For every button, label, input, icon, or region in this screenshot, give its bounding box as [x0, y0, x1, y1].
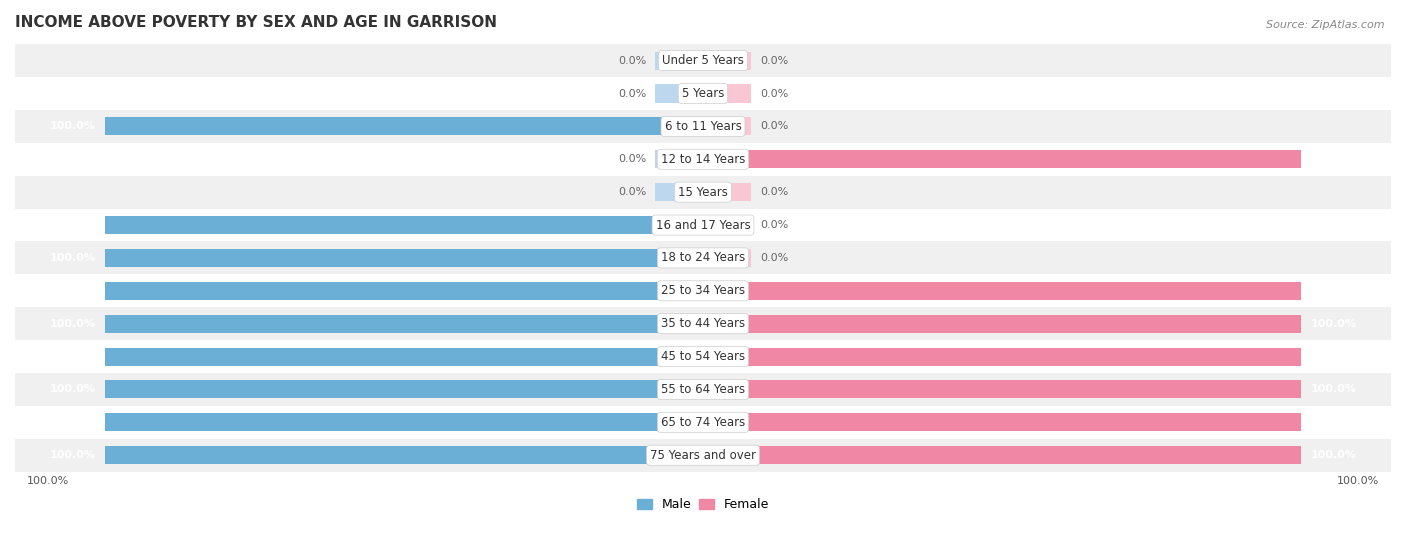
- Bar: [104, 381, 703, 399]
- Bar: [104, 282, 703, 300]
- Text: 25 to 34 Years: 25 to 34 Years: [661, 285, 745, 297]
- Text: 0.0%: 0.0%: [617, 187, 647, 197]
- Text: 0.0%: 0.0%: [759, 220, 789, 230]
- Text: 0.0%: 0.0%: [617, 154, 647, 164]
- Bar: [703, 413, 1302, 432]
- Text: 0.0%: 0.0%: [617, 88, 647, 98]
- Bar: [15, 340, 1391, 373]
- Bar: [15, 274, 1391, 307]
- Text: Source: ZipAtlas.com: Source: ZipAtlas.com: [1267, 20, 1385, 30]
- Text: 100.0%: 100.0%: [49, 286, 96, 296]
- Text: 100.0%: 100.0%: [49, 418, 96, 427]
- Bar: [104, 348, 703, 366]
- Text: 100.0%: 100.0%: [49, 352, 96, 362]
- Bar: [15, 439, 1391, 472]
- Text: 15 Years: 15 Years: [678, 186, 728, 198]
- Text: 100.0%: 100.0%: [49, 385, 96, 395]
- Bar: [703, 381, 1302, 399]
- Text: 12 to 14 Years: 12 to 14 Years: [661, 153, 745, 166]
- Bar: [15, 110, 1391, 143]
- Text: 45 to 54 Years: 45 to 54 Years: [661, 350, 745, 363]
- Bar: [15, 241, 1391, 274]
- Bar: [15, 373, 1391, 406]
- Text: 100.0%: 100.0%: [49, 121, 96, 131]
- Bar: [655, 183, 703, 201]
- Bar: [15, 176, 1391, 209]
- Text: 65 to 74 Years: 65 to 74 Years: [661, 416, 745, 429]
- Bar: [15, 209, 1391, 241]
- Bar: [104, 216, 703, 234]
- Text: INCOME ABOVE POVERTY BY SEX AND AGE IN GARRISON: INCOME ABOVE POVERTY BY SEX AND AGE IN G…: [15, 15, 496, 30]
- Text: 100.0%: 100.0%: [49, 253, 96, 263]
- Bar: [703, 282, 1302, 300]
- Bar: [15, 307, 1391, 340]
- Bar: [15, 77, 1391, 110]
- Text: 100.0%: 100.0%: [49, 319, 96, 329]
- Text: 100.0%: 100.0%: [27, 476, 69, 486]
- Text: 75 Years and over: 75 Years and over: [650, 449, 756, 462]
- Text: 18 to 24 Years: 18 to 24 Years: [661, 252, 745, 264]
- Text: 0.0%: 0.0%: [759, 55, 789, 65]
- Text: 100.0%: 100.0%: [1310, 450, 1357, 460]
- Bar: [703, 51, 751, 70]
- Text: 100.0%: 100.0%: [1310, 154, 1357, 164]
- Bar: [15, 44, 1391, 77]
- Bar: [703, 117, 751, 135]
- Bar: [703, 216, 751, 234]
- Text: 35 to 44 Years: 35 to 44 Years: [661, 317, 745, 330]
- Text: 100.0%: 100.0%: [1310, 418, 1357, 427]
- Text: 55 to 64 Years: 55 to 64 Years: [661, 383, 745, 396]
- Text: 0.0%: 0.0%: [759, 121, 789, 131]
- Text: 100.0%: 100.0%: [1310, 385, 1357, 395]
- Bar: [104, 315, 703, 333]
- Text: 100.0%: 100.0%: [1310, 286, 1357, 296]
- Bar: [703, 249, 751, 267]
- Bar: [104, 249, 703, 267]
- Text: 100.0%: 100.0%: [1310, 319, 1357, 329]
- Bar: [703, 183, 751, 201]
- Text: 0.0%: 0.0%: [759, 88, 789, 98]
- Bar: [15, 406, 1391, 439]
- Text: 100.0%: 100.0%: [1310, 352, 1357, 362]
- Bar: [703, 84, 751, 102]
- Bar: [15, 143, 1391, 176]
- Text: 0.0%: 0.0%: [759, 253, 789, 263]
- Bar: [655, 84, 703, 102]
- Bar: [703, 446, 1302, 465]
- Bar: [104, 413, 703, 432]
- Bar: [655, 51, 703, 70]
- Text: 100.0%: 100.0%: [1337, 476, 1379, 486]
- Bar: [655, 150, 703, 168]
- Text: 6 to 11 Years: 6 to 11 Years: [665, 120, 741, 133]
- Bar: [703, 348, 1302, 366]
- Bar: [703, 150, 1302, 168]
- Bar: [703, 315, 1302, 333]
- Text: 0.0%: 0.0%: [617, 55, 647, 65]
- Bar: [104, 117, 703, 135]
- Legend: Male, Female: Male, Female: [631, 494, 775, 517]
- Text: 0.0%: 0.0%: [759, 187, 789, 197]
- Text: 16 and 17 Years: 16 and 17 Years: [655, 219, 751, 231]
- Bar: [104, 446, 703, 465]
- Text: Under 5 Years: Under 5 Years: [662, 54, 744, 67]
- Text: 100.0%: 100.0%: [49, 220, 96, 230]
- Text: 100.0%: 100.0%: [49, 450, 96, 460]
- Text: 5 Years: 5 Years: [682, 87, 724, 100]
